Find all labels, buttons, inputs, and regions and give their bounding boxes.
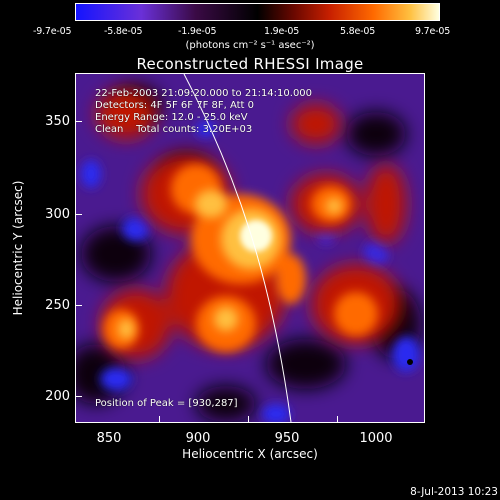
colorbar-tick-label: 5.8e-05 <box>340 26 376 37</box>
x-tick-mark <box>159 416 160 423</box>
colorbar-tick-label: -9.7e-05 <box>33 26 72 37</box>
colorbar <box>75 3 440 21</box>
plot-timestamp: 8-Jul-2013 10:23 <box>410 486 498 498</box>
y-axis-label: Heliocentric Y (arcsec) <box>11 180 25 316</box>
x-tick-label: 900 <box>185 431 211 446</box>
colorbar-units: (photons cm⁻² s⁻¹ asec⁻²) <box>185 40 315 51</box>
y-tick-label: 200 <box>45 389 70 404</box>
info-clean: Clean Total counts: 3.20E+03 <box>95 124 253 135</box>
info-time-range: 22-Feb-2003 21:09:20.000 to 21:14:10.000 <box>95 88 313 99</box>
image-plot <box>75 73 425 423</box>
x-tick-label: 1000 <box>359 431 393 446</box>
flare-image <box>76 74 424 422</box>
x-tick-mark <box>248 416 249 423</box>
x-tick-label: 950 <box>274 431 300 446</box>
x-axis-label: Heliocentric X (arcsec) <box>182 447 318 461</box>
y-tick-label: 300 <box>45 207 70 222</box>
colorbar-tick-label: -1.9e-05 <box>178 26 217 37</box>
y-tick-label: 250 <box>45 298 70 313</box>
info-detectors: Detectors: 4F 5F 6F 7F 8F, Att 0 <box>95 100 255 111</box>
info-energy-range: Energy Range: 12.0 - 25.0 keV <box>95 112 248 123</box>
y-tick-mark <box>75 396 82 397</box>
colorbar-tick-label: 9.7e-05 <box>415 26 451 37</box>
colorbar-tick-label: 1.9e-05 <box>264 26 300 37</box>
y-tick-label: 350 <box>45 114 70 129</box>
x-tick-mark <box>337 416 338 423</box>
colorbar-tick-label: -5.8e-05 <box>104 26 143 37</box>
plot-title: Reconstructed RHESSI Image <box>136 55 364 73</box>
info-peak-position: Position of Peak = [930,287] <box>95 398 238 409</box>
y-tick-mark <box>75 305 82 306</box>
y-tick-mark <box>75 214 82 215</box>
x-tick-label: 850 <box>96 431 122 446</box>
y-tick-mark <box>75 121 82 122</box>
